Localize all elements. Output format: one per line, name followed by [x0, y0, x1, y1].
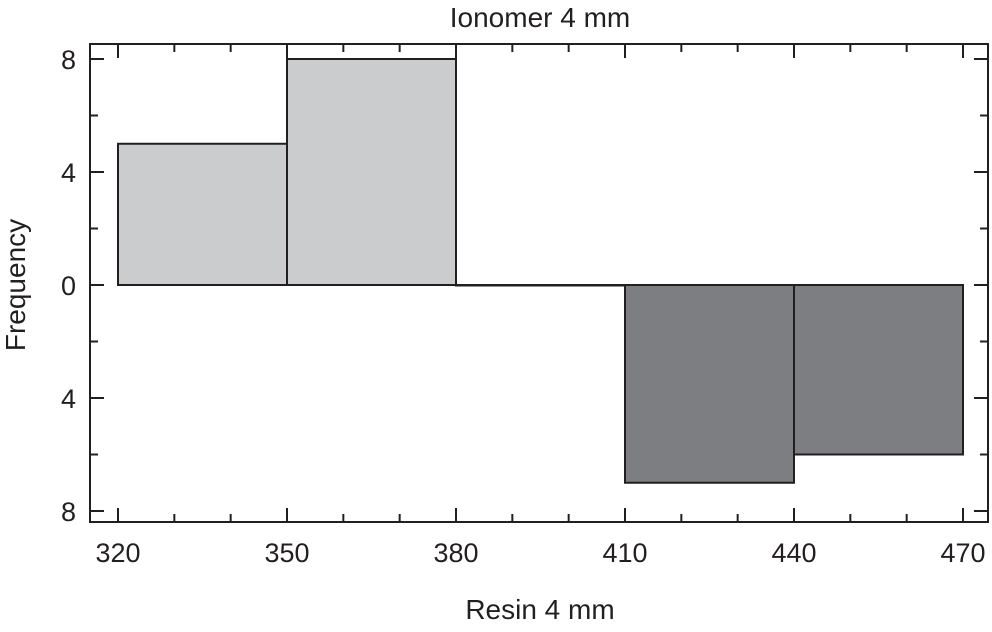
x-tick-label: 440 [771, 538, 816, 568]
histogram-bar-resin-0 [624, 284, 795, 484]
y-tick-label: 4 [61, 384, 76, 414]
y-tick-label: 0 [61, 271, 76, 301]
ticks-layer: 320 350 380 410 440 470 8 4 0 4 8 [61, 44, 988, 568]
x-tick-label: 410 [602, 538, 647, 568]
histogram-bar-ionomer-0 [117, 142, 288, 286]
plot-frame [89, 43, 989, 523]
bars-layer [117, 58, 964, 484]
y-tick-label: 8 [61, 45, 76, 75]
chart-title: Ionomer 4 mm [449, 2, 631, 33]
histogram-bar-ionomer-2 [455, 284, 626, 287]
x-tick-label: 470 [940, 538, 985, 568]
y-tick-label: 4 [61, 158, 76, 188]
x-axis-label: Resin 4 mm [465, 594, 615, 625]
x-tick-label: 380 [433, 538, 478, 568]
x-tick-label: 350 [264, 538, 309, 568]
histogram-bar-ionomer-1 [286, 58, 457, 286]
y-tick-label: 8 [61, 497, 76, 527]
histogram-bar-resin-1 [793, 284, 964, 456]
x-tick-label: 320 [95, 538, 140, 568]
